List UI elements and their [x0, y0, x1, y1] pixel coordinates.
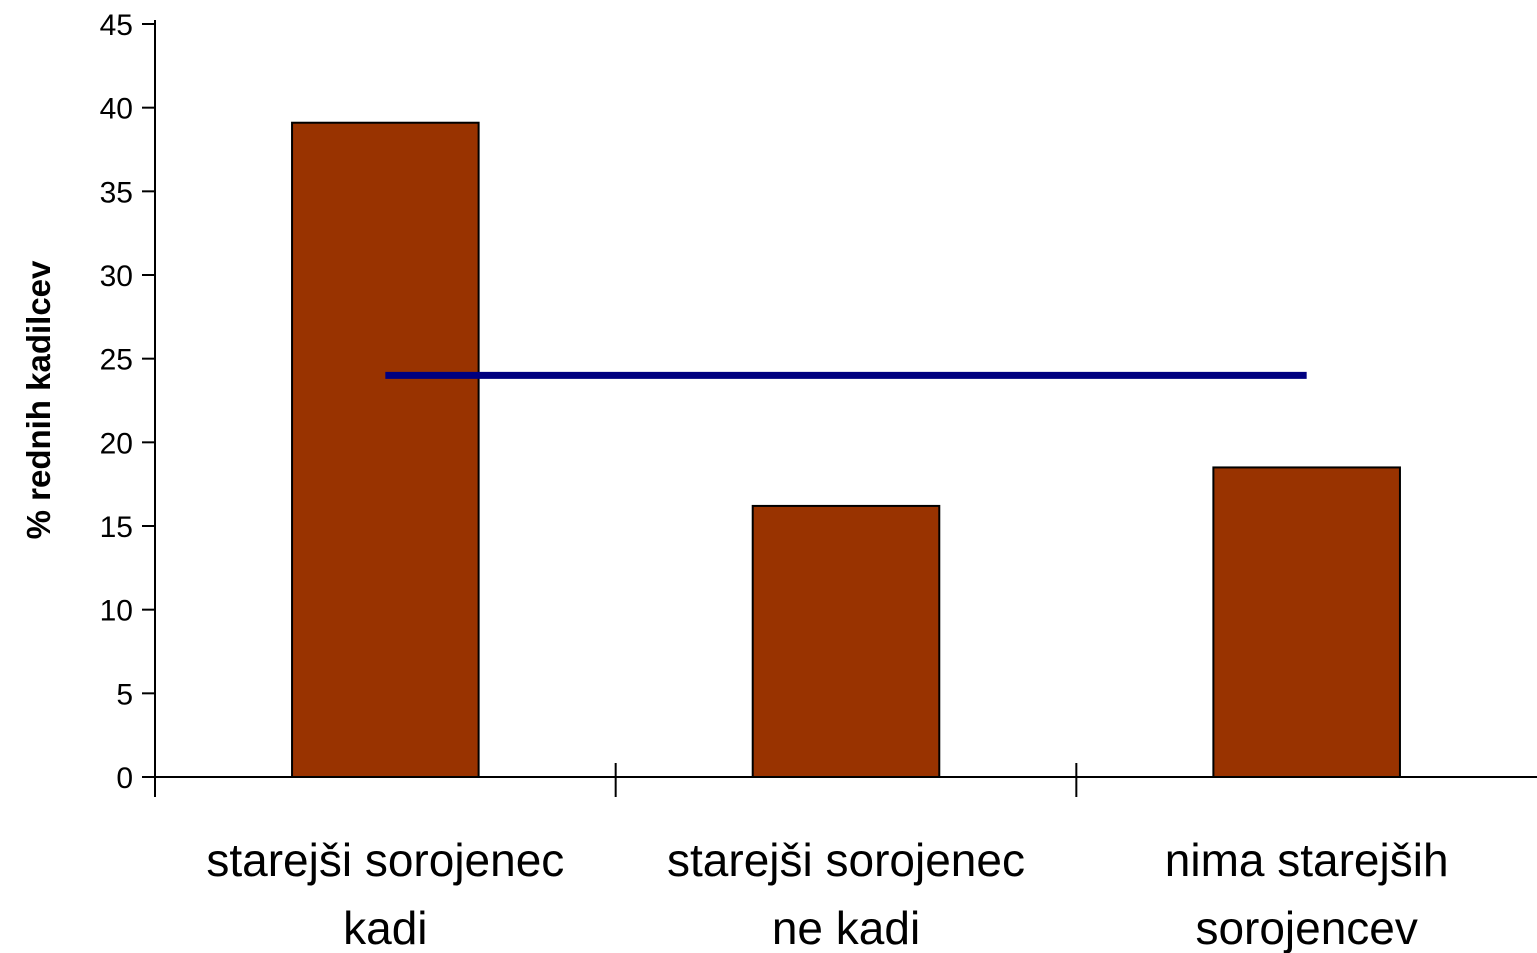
y-axis-title: % rednih kadilcev	[20, 260, 57, 539]
x-category-label-line: kadi	[343, 902, 427, 953]
x-category-label: starejši sorojenec ne kadi	[667, 834, 1025, 953]
x-category-label-line: nima starejših	[1165, 834, 1449, 886]
y-tick-label: 0	[116, 762, 133, 795]
bar	[291, 121, 480, 778]
y-tick-label: 20	[100, 427, 133, 460]
y-tick-label: 35	[100, 176, 133, 209]
y-tick-label: 45	[100, 9, 133, 42]
x-category-label-line: sorojencev	[1195, 902, 1417, 953]
bars	[291, 121, 1401, 778]
bar	[1212, 466, 1401, 778]
y-axis-ticks: 0 5 10 15 20 25 30 35 40 45	[100, 9, 155, 795]
y-tick-label: 10	[100, 595, 133, 628]
x-category-label: nima starejših sorojencev	[1165, 834, 1449, 953]
x-category-label-line: starejši sorojenec	[206, 834, 564, 886]
x-category-label-line: ne kadi	[772, 902, 920, 953]
y-tick-label: 5	[116, 678, 133, 711]
y-tick-label: 30	[100, 260, 133, 293]
x-category-label: starejši sorojenec kadi	[206, 834, 564, 953]
bar	[751, 504, 941, 778]
x-category-label-line: starejši sorojenec	[667, 834, 1025, 886]
y-tick-label: 40	[100, 93, 133, 126]
y-tick-label: 25	[100, 344, 133, 377]
y-tick-label: 15	[100, 511, 133, 544]
